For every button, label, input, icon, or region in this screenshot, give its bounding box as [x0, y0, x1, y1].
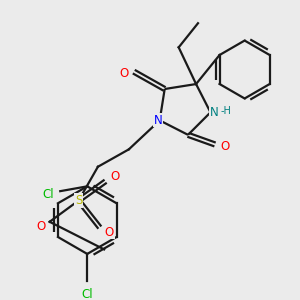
Text: S: S — [75, 194, 82, 207]
Text: N: N — [210, 106, 219, 119]
Text: O: O — [36, 220, 46, 233]
Text: Cl: Cl — [81, 288, 93, 300]
Text: O: O — [119, 67, 129, 80]
Text: O: O — [105, 226, 114, 239]
Text: -H: -H — [220, 106, 231, 116]
Text: O: O — [111, 170, 120, 183]
Text: N: N — [153, 114, 162, 127]
Text: Cl: Cl — [43, 188, 54, 201]
Text: O: O — [220, 140, 229, 153]
